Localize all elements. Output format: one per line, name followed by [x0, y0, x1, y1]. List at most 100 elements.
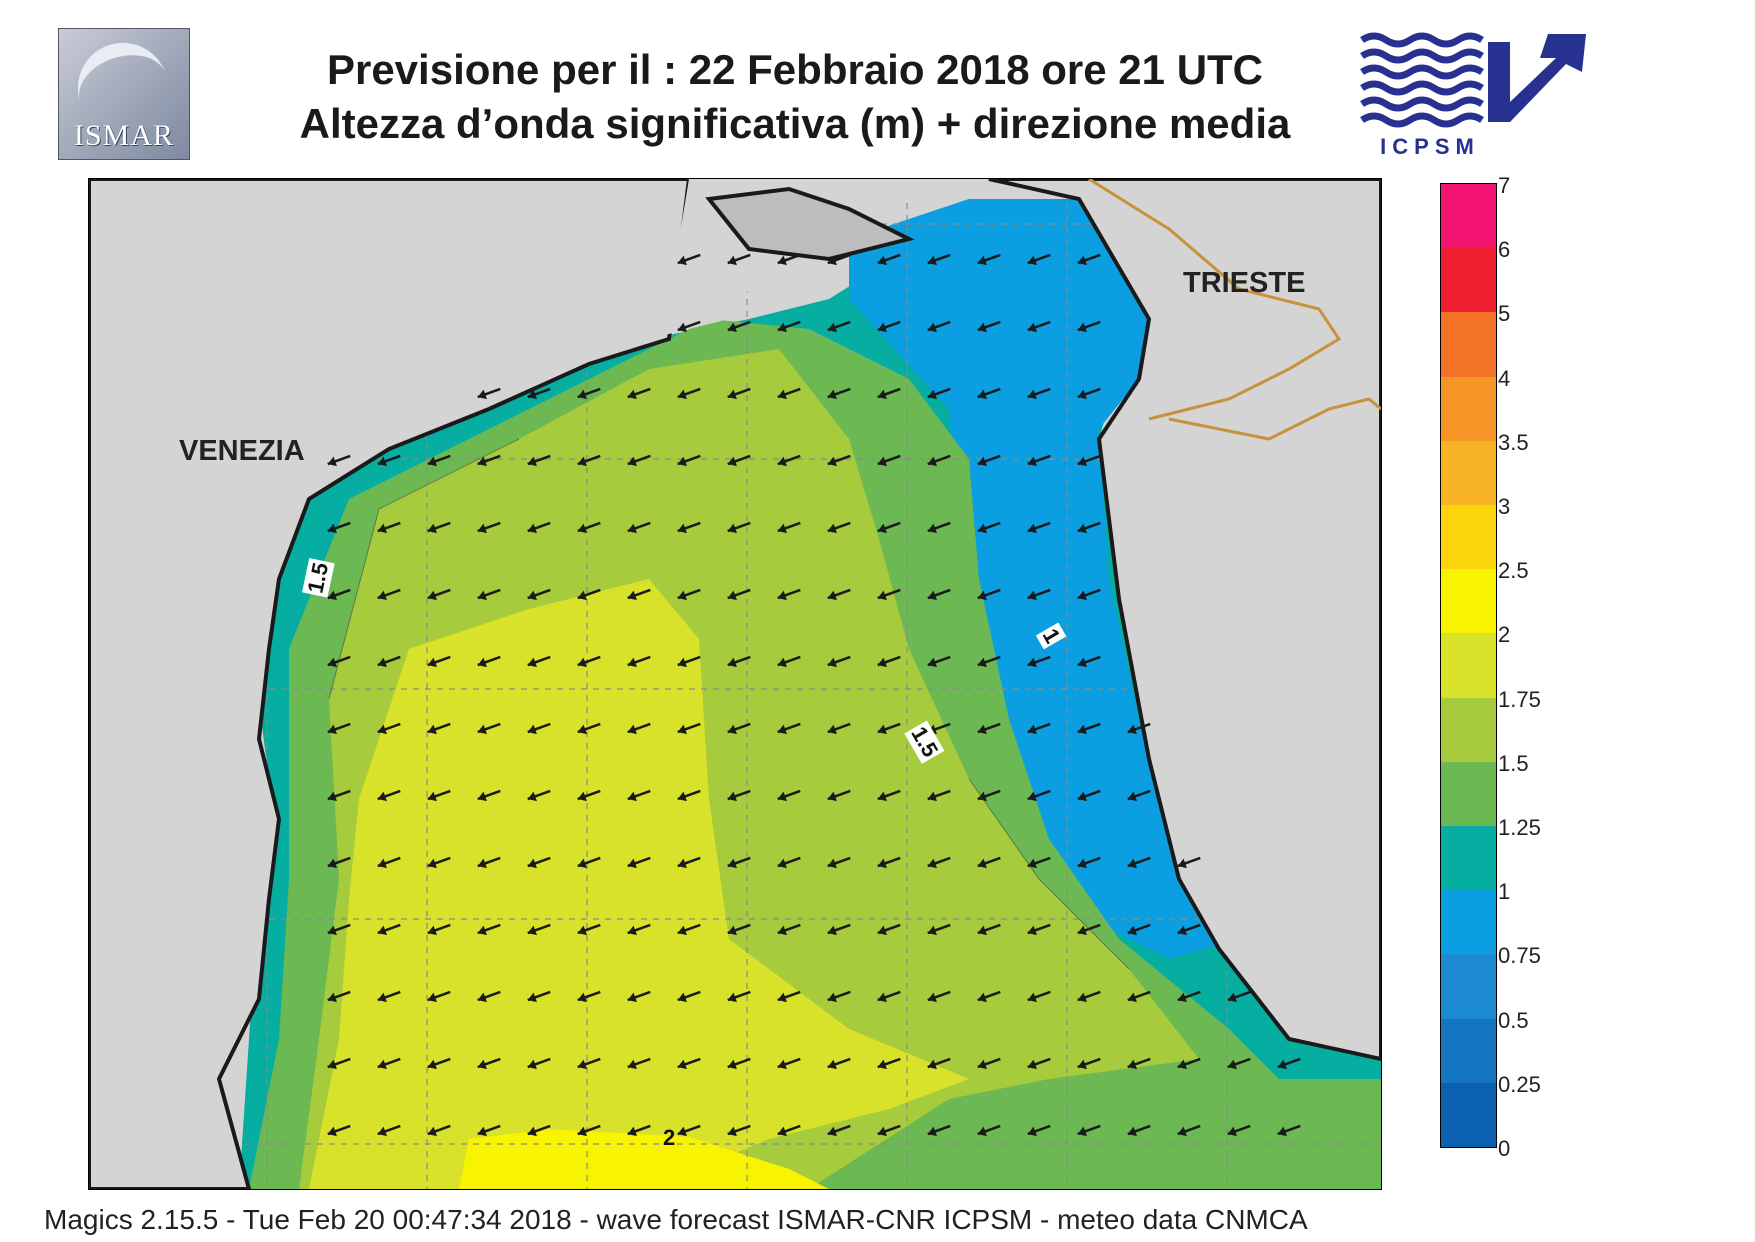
wave-direction-arrow: [327, 923, 351, 936]
national-border: [1088, 179, 1381, 441]
wave-direction-arrow: [327, 856, 351, 869]
wave-direction-arrow: [527, 923, 551, 936]
wave-direction-arrow: [627, 588, 651, 601]
wave-direction-arrow: [627, 856, 651, 869]
wave-direction-arrow: [1027, 1057, 1051, 1070]
wave-direction-arrow: [827, 320, 851, 333]
wave-direction-arrow: [777, 320, 801, 333]
sea-band-1.75-2: [309, 579, 969, 1189]
wave-direction-arrow: [877, 722, 901, 735]
wave-direction-arrow: [1077, 856, 1101, 869]
legend-swatch: [1441, 248, 1496, 313]
wave-direction-arrow: [977, 655, 1001, 668]
wave-direction-arrow: [1077, 1057, 1101, 1070]
wave-direction-arrow: [577, 923, 601, 936]
wave-direction-arrow: [477, 1057, 501, 1070]
wave-direction-arrow: [1127, 1057, 1151, 1070]
wave-direction-arrow: [377, 588, 401, 601]
wave-direction-arrow: [927, 387, 951, 400]
wave-direction-arrow: [527, 856, 551, 869]
wave-direction-arrow: [677, 387, 701, 400]
west-land: [89, 179, 692, 1189]
wave-direction-arrow: [877, 521, 901, 534]
wave-direction-arrow: [1027, 588, 1051, 601]
icpsm-logo-text: ICPSM: [1380, 134, 1480, 159]
city-label-venezia: VENEZIA: [179, 435, 305, 467]
wave-direction-arrow: [327, 521, 351, 534]
wave-direction-arrow: [827, 521, 851, 534]
wave-direction-arrow: [727, 1057, 751, 1070]
wave-direction-arrow: [377, 923, 401, 936]
wave-direction-arrow: [1077, 655, 1101, 668]
wave-direction-arrow: [1027, 655, 1051, 668]
wave-direction-arrow: [677, 320, 701, 333]
wave-direction-arrow: [727, 454, 751, 467]
wave-direction-arrow: [777, 990, 801, 1003]
wave-direction-arrow: [377, 789, 401, 802]
legend-swatch: [1441, 440, 1496, 506]
wave-direction-arrow: [477, 923, 501, 936]
wave-direction-arrow: [977, 521, 1001, 534]
wave-direction-arrow: [677, 655, 701, 668]
wave-direction-arrow: [727, 990, 751, 1003]
wave-direction-arrow: [777, 1057, 801, 1070]
wave-direction-arrow: [527, 1124, 551, 1137]
wave-direction-arrow: [1077, 454, 1101, 467]
wave-direction-arrow: [727, 521, 751, 534]
legend-label: 3.5: [1498, 429, 1529, 455]
wave-direction-arrow: [477, 588, 501, 601]
legend-swatch: [1441, 954, 1496, 1020]
wave-direction-arrow: [827, 1057, 851, 1070]
wave-direction-arrow: [777, 521, 801, 534]
wave-direction-arrow: [627, 789, 651, 802]
wave-direction-arrow: [1027, 521, 1051, 534]
wave-direction-arrow: [627, 990, 651, 1003]
wave-direction-arrow: [327, 1057, 351, 1070]
wave-direction-arrow: [1077, 253, 1101, 266]
wave-direction-arrow: [977, 990, 1001, 1003]
legend-label: 2.5: [1498, 558, 1529, 584]
wave-direction-arrow: [677, 722, 701, 735]
wave-direction-arrow: [777, 722, 801, 735]
icpsm-logo: ICPSM: [1360, 30, 1590, 160]
wave-direction-arrow: [727, 655, 751, 668]
wave-direction-arrow: [1027, 789, 1051, 802]
wave-direction-arrow: [877, 990, 901, 1003]
wave-direction-arrow: [377, 990, 401, 1003]
wave-direction-arrow: [577, 789, 601, 802]
wave-direction-arrow: [377, 856, 401, 869]
wave-direction-arrow: [677, 521, 701, 534]
wave-direction-arrow: [477, 521, 501, 534]
wave-direction-arrow: [677, 923, 701, 936]
wave-direction-arrow: [1127, 990, 1151, 1003]
wave-direction-arrow: [1077, 722, 1101, 735]
wave-direction-arrow: [977, 320, 1001, 333]
wave-direction-arrow: [1027, 387, 1051, 400]
legend-swatch: [1441, 826, 1496, 891]
wave-direction-arrow: [677, 1057, 701, 1070]
city-label-trieste: TRIESTE: [1183, 267, 1306, 299]
wave-direction-arrow: [727, 1124, 751, 1137]
legend-label: 5: [1498, 301, 1511, 327]
wave-direction-arrow: [1227, 1124, 1251, 1137]
wave-direction-arrow: [327, 990, 351, 1003]
wave-direction-arrow: [377, 521, 401, 534]
wave-direction-arrow: [1077, 387, 1101, 400]
lagoon-islands: [705, 186, 915, 262]
wave-direction-arrow: [527, 588, 551, 601]
wave-direction-arrow: [727, 253, 751, 266]
wave-direction-arrow: [777, 856, 801, 869]
wave-direction-arrow: [927, 856, 951, 869]
wave-direction-arrow: [777, 387, 801, 400]
wave-direction-arrow: [527, 454, 551, 467]
contour-lines: [328, 438, 1130, 970]
wave-direction-arrow: [1027, 454, 1051, 467]
wave-direction-arrow: [927, 588, 951, 601]
wave-direction-arrow: [727, 923, 751, 936]
wave-direction-arrow: [877, 789, 901, 802]
wave-direction-arrow: [727, 856, 751, 869]
wave-direction-arrow: [377, 655, 401, 668]
wave-direction-arrow: [427, 923, 451, 936]
wave-direction-arrow: [677, 454, 701, 467]
ismar-logo: ISMAR: [58, 28, 190, 160]
